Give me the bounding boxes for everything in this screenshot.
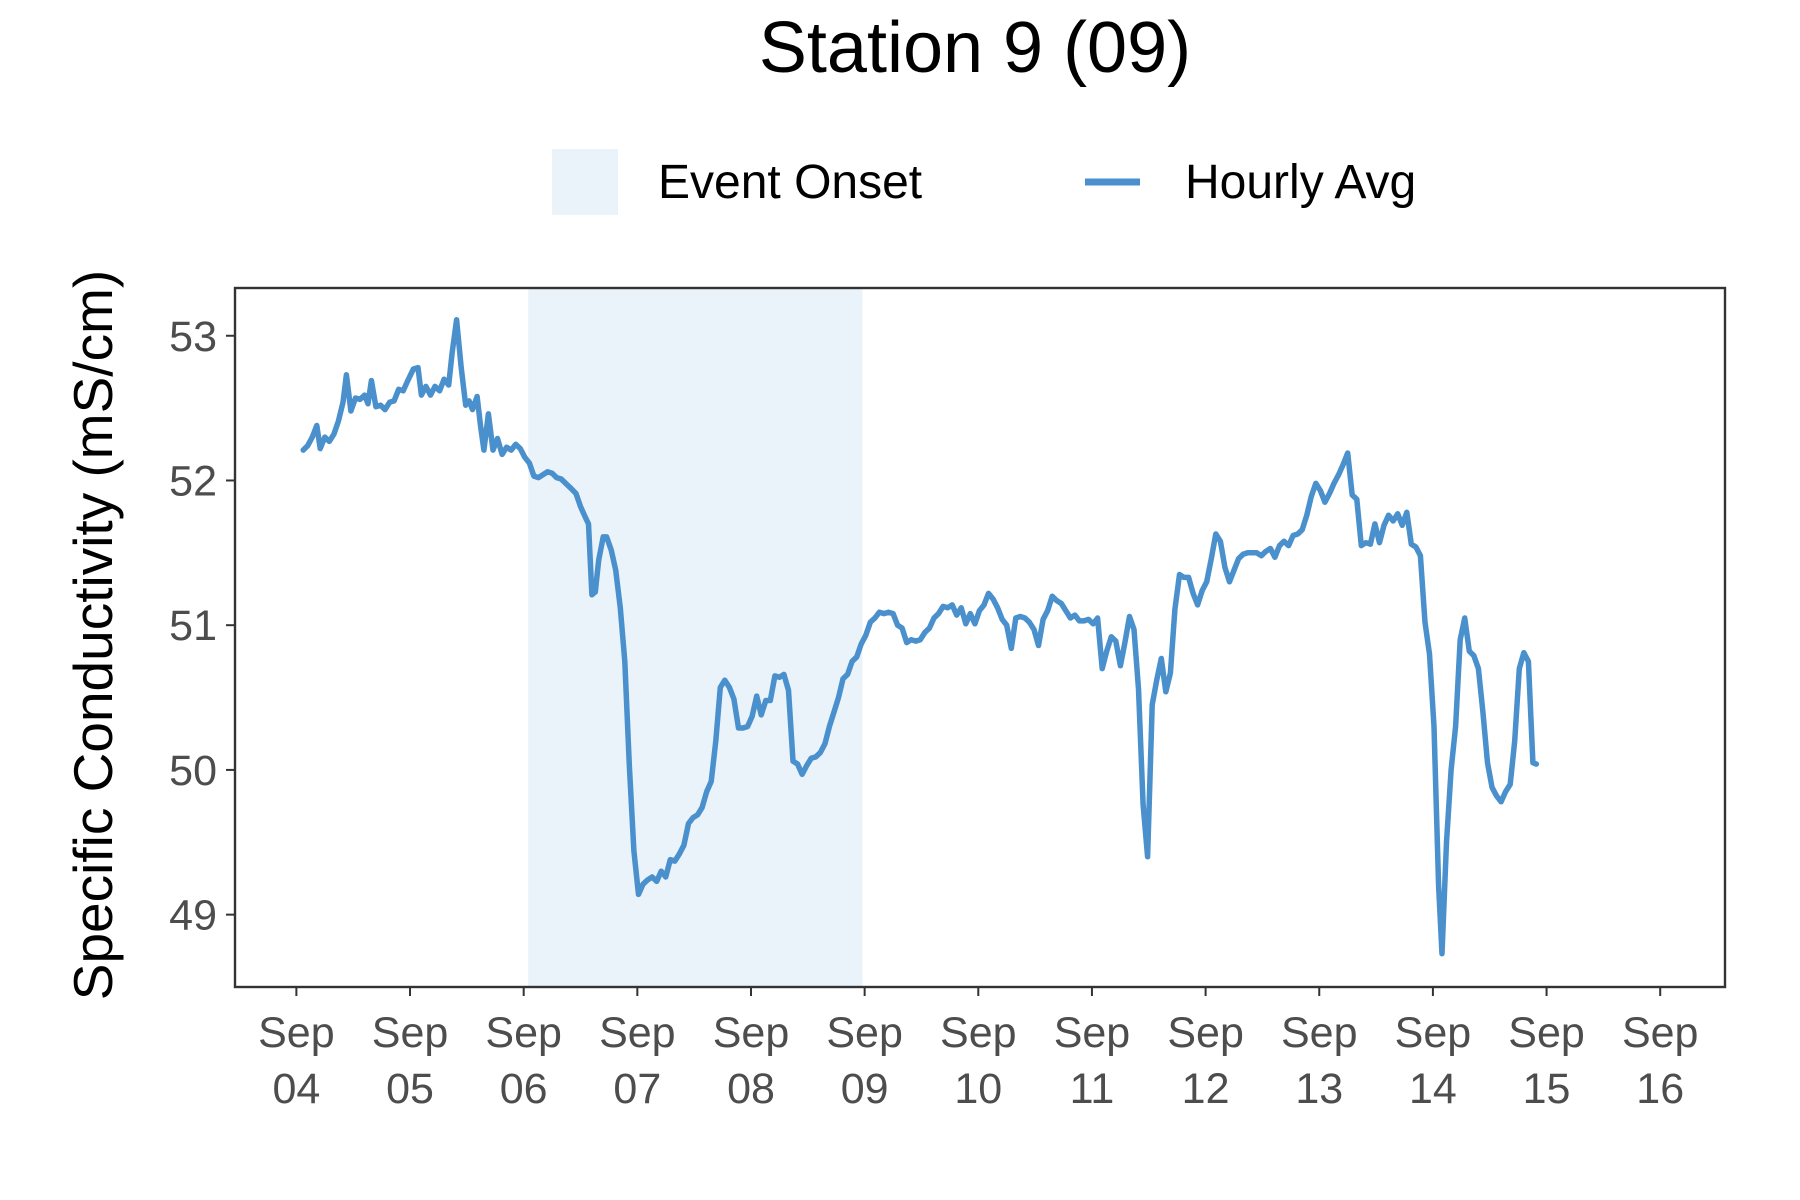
y-axis: 49 50 51 52 53: [169, 313, 235, 940]
y-axis-title: Specific Conductivity (mS/cm): [62, 270, 124, 1000]
y-tick-label: 50: [169, 747, 217, 795]
x-tick-label: Sep 15: [1508, 1009, 1585, 1113]
y-tick-label: 53: [169, 313, 217, 361]
y-tick-label: 49: [169, 892, 217, 940]
legend-key-event-onset: [552, 149, 618, 215]
event-onset-band: [528, 288, 863, 987]
plot-panel-border: [233, 286, 1727, 989]
chart-title: Station 9 (09): [759, 8, 1191, 88]
x-tick-label: Sep 04: [258, 1009, 335, 1113]
y-tick-label: 51: [169, 602, 217, 650]
series-layer: [300, 317, 1540, 957]
x-tick-label: Sep 09: [826, 1009, 903, 1113]
x-tick-label: Sep 05: [372, 1009, 449, 1113]
x-tick-label: Sep 06: [485, 1009, 562, 1113]
y-tick-label: 52: [169, 457, 217, 505]
legend-label-hourly-avg: Hourly Avg: [1185, 156, 1416, 209]
x-tick-label: Sep 07: [599, 1009, 676, 1113]
series-line-hourly-avg: [300, 317, 1540, 957]
x-tick-label: Sep 10: [940, 1009, 1017, 1113]
x-tick-label: Sep 14: [1395, 1009, 1472, 1113]
legend-label-event-onset: Event Onset: [658, 156, 922, 209]
event-onset-region: [528, 288, 863, 987]
x-tick-label: Sep 12: [1167, 1009, 1244, 1113]
x-tick-label: Sep 11: [1054, 1009, 1131, 1113]
x-tick-label: Sep 16: [1622, 1009, 1699, 1113]
legend: Event Onset Hourly Avg: [552, 149, 1416, 215]
x-tick-label: Sep 08: [713, 1009, 790, 1113]
x-axis: Sep 04 Sep 05 Sep 06 Sep 07 Sep 08 Sep 09 Sep 10 Sep 11…: [258, 987, 1698, 1113]
x-tick-label: Sep 13: [1281, 1009, 1358, 1113]
